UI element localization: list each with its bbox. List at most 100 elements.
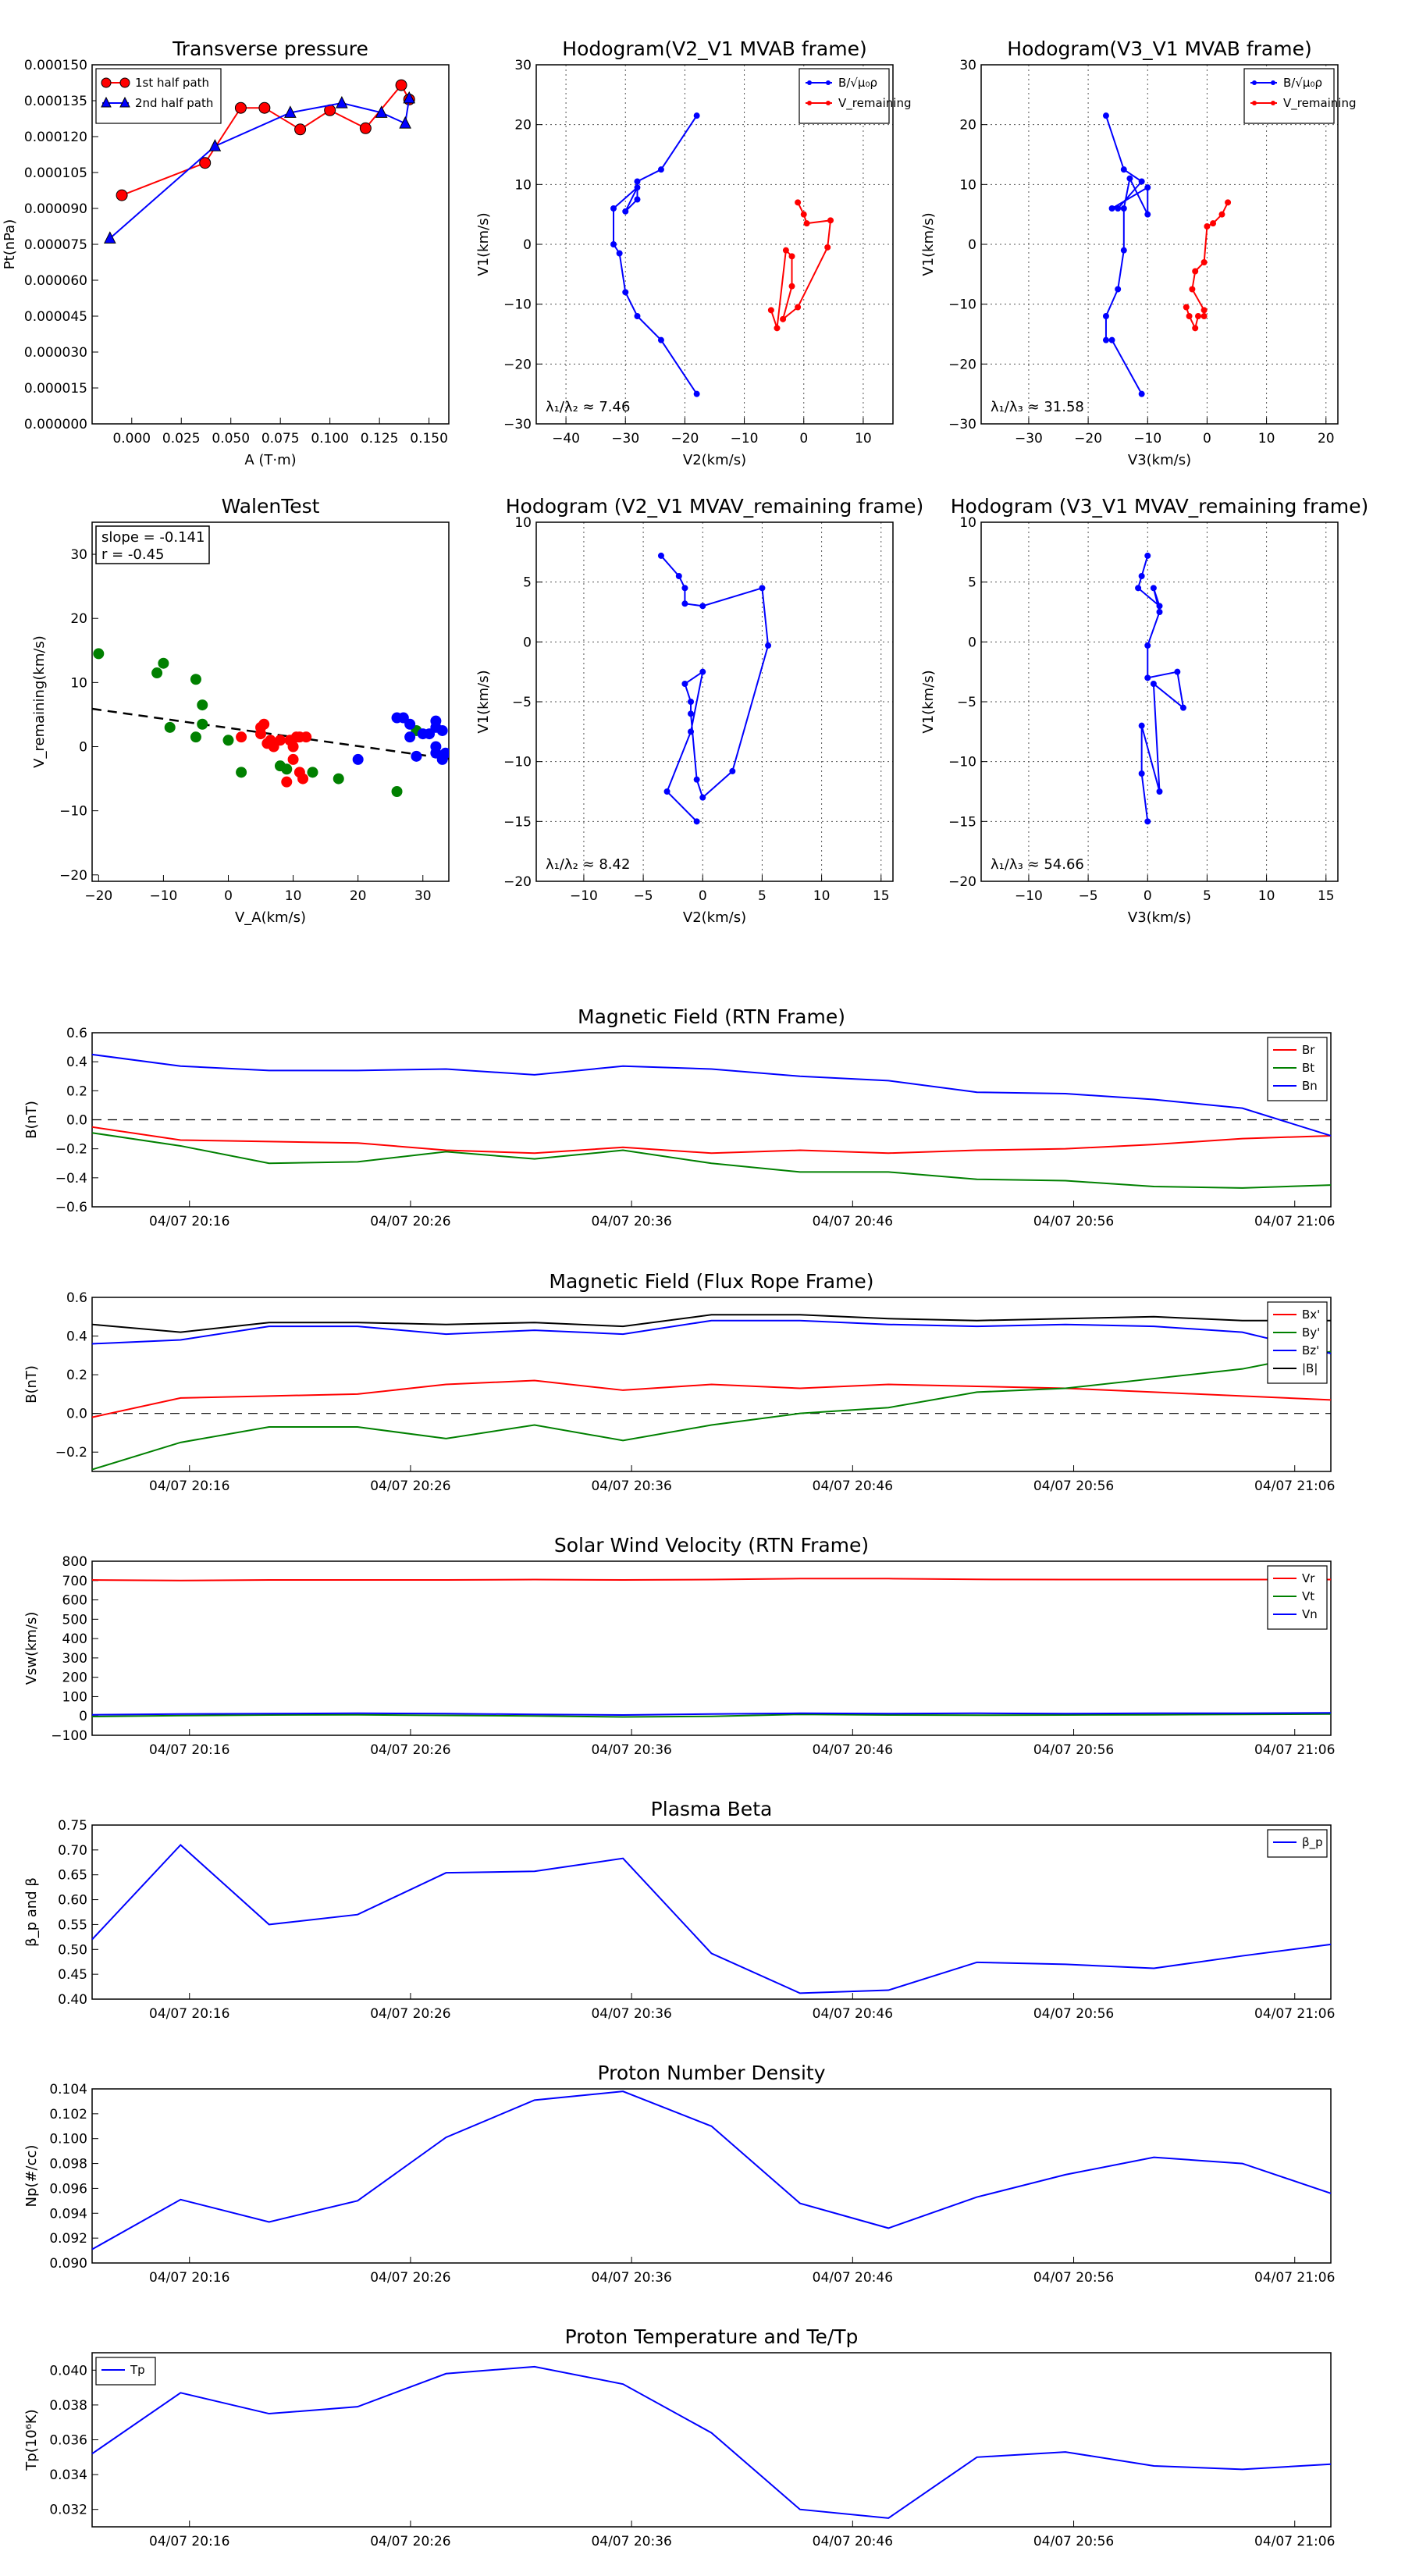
data-point xyxy=(287,741,299,753)
y-tick-label: 10 xyxy=(959,177,976,193)
data-point xyxy=(1225,199,1232,206)
chart-title: Solar Wind Velocity (RTN Frame) xyxy=(554,1534,869,1557)
y-tick-label: 0.000105 xyxy=(24,165,87,181)
y-tick-label: 10 xyxy=(514,177,532,193)
data-point xyxy=(788,283,795,290)
y-tick-label: 0.65 xyxy=(58,1868,87,1884)
legend-box xyxy=(1267,1037,1328,1101)
y-tick-label: −20 xyxy=(948,357,976,372)
series-line xyxy=(660,555,770,823)
legend-label: Bz' xyxy=(1302,1343,1319,1357)
legend-box xyxy=(1267,1301,1328,1384)
fit-line xyxy=(92,707,449,760)
data-point xyxy=(693,390,700,397)
x-axis-label: V_A(km/s) xyxy=(235,909,306,926)
legend-marker xyxy=(119,96,130,108)
y-tick-label: −20 xyxy=(503,357,532,372)
legend-box xyxy=(1243,68,1335,124)
y-tick-label: 0.50 xyxy=(58,1942,87,1958)
y-tick-label: 0.0 xyxy=(66,1113,87,1129)
y-tick-label: 5 xyxy=(968,575,976,591)
data-point xyxy=(336,95,348,109)
y-tick-label: 200 xyxy=(62,1670,87,1686)
x-tick-label: 04/07 20:56 xyxy=(1033,2006,1114,2022)
legend-label: β_p xyxy=(1302,1835,1323,1850)
chart-title: Proton Temperature and Te/Tp xyxy=(565,2325,859,2348)
y-tick-label: −30 xyxy=(503,417,532,432)
y-tick-label: 0 xyxy=(523,635,532,650)
x-tick-label: 10 xyxy=(813,888,831,904)
x-tick-label: −10 xyxy=(570,888,598,904)
data-point xyxy=(284,105,297,118)
x-tick-label: 15 xyxy=(1318,888,1335,904)
data-point xyxy=(1186,313,1193,319)
data-point xyxy=(399,116,411,129)
x-tick-label: 5 xyxy=(1203,888,1211,904)
chart-walen_test: WalenTest −20 −10 0 10 20 30 −20 −10 0 10 20 30 V_A(k… xyxy=(31,495,450,926)
y-axis-label: B(nT) xyxy=(23,1101,40,1139)
y-tick-label: 0.6 xyxy=(66,1290,87,1306)
y-axis-label: V1(km/s) xyxy=(920,212,937,276)
x-tick-label: 0 xyxy=(1144,888,1152,904)
x-tick-label: −5 xyxy=(1079,888,1098,904)
y-tick-label: −0.4 xyxy=(55,1171,87,1187)
data-point xyxy=(164,721,176,733)
plot-body xyxy=(1135,552,1186,825)
x-tick-label: 10 xyxy=(855,431,872,447)
x-tick-label: 04/07 20:36 xyxy=(591,1478,671,1494)
series-line xyxy=(91,1132,1332,1189)
x-tick-label: 04/07 21:06 xyxy=(1254,2270,1335,2286)
series-line xyxy=(91,1712,1332,1716)
x-tick-label: 0.075 xyxy=(261,431,300,447)
x-axis-label: V2(km/s) xyxy=(683,909,746,926)
data-point xyxy=(795,199,802,206)
legend-label: V_remaining xyxy=(1283,96,1357,111)
x-tick-label: 20 xyxy=(1318,431,1335,447)
x-tick-label: 10 xyxy=(285,888,302,904)
x-tick-label: −10 xyxy=(1015,888,1043,904)
y-tick-label: −5 xyxy=(957,695,976,710)
ratio-annotation: λ₁/λ₂ ≈ 7.46 xyxy=(546,399,630,415)
plot-frame xyxy=(91,1297,1332,1472)
annotation-text: r = -0.45 xyxy=(101,546,165,563)
data-point xyxy=(208,139,222,151)
ratio-annotation: λ₁/λ₃ ≈ 31.58 xyxy=(991,399,1084,415)
data-point xyxy=(824,244,831,251)
series-line xyxy=(91,1844,1332,1994)
y-axis-label: V1(km/s) xyxy=(475,670,492,733)
x-tick-label: 10 xyxy=(1258,888,1275,904)
y-tick-label: 0.2 xyxy=(66,1368,87,1383)
y-axis-label: V_remaining(km/s) xyxy=(31,635,48,768)
y-tick-label: 0.000135 xyxy=(24,94,87,109)
legend-label: By' xyxy=(1302,1325,1320,1340)
y-tick-label: 0.4 xyxy=(66,1329,87,1345)
x-tick-label: 0.050 xyxy=(212,431,250,447)
x-tick-label: 0 xyxy=(699,888,707,904)
data-point xyxy=(197,718,208,730)
y-tick-label: −10 xyxy=(948,755,976,770)
legend-box xyxy=(95,2357,156,2386)
legend-box xyxy=(1267,1829,1328,1858)
data-point xyxy=(258,101,271,114)
data-point xyxy=(116,189,128,201)
data-point xyxy=(301,731,312,743)
data-point xyxy=(610,241,617,247)
data-point xyxy=(774,325,781,332)
x-tick-label: 0.100 xyxy=(311,431,349,447)
chart-plasma_beta: Plasma Beta 04/07 20:16 04/07 20:26 04/07 2… xyxy=(23,1798,1335,2022)
x-tick-label: −10 xyxy=(149,888,177,904)
legend-label: |B| xyxy=(1302,1361,1318,1375)
x-tick-label: 04/07 20:36 xyxy=(591,2006,671,2022)
y-tick-label: 0.75 xyxy=(58,1818,87,1834)
legend-marker xyxy=(807,101,812,105)
data-point xyxy=(1120,247,1127,254)
series-line xyxy=(91,1126,1332,1155)
data-point xyxy=(622,289,629,296)
chart-title: Magnetic Field (Flux Rope Frame) xyxy=(549,1270,873,1293)
data-point xyxy=(199,157,212,169)
x-tick-label: 04/07 20:46 xyxy=(813,1214,893,1229)
y-tick-label: 600 xyxy=(62,1593,87,1609)
y-axis-label: Pt(nPa) xyxy=(2,219,18,269)
data-point xyxy=(681,585,688,592)
data-point xyxy=(657,166,664,173)
